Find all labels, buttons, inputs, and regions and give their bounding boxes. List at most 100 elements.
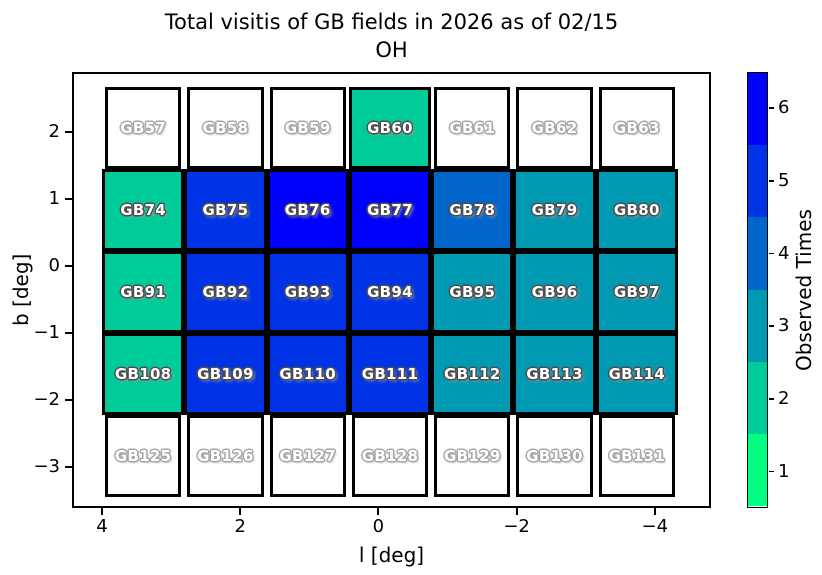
colorbar-tick-label: 1 (778, 460, 790, 482)
field-cell-gb58: GB58 (187, 87, 264, 169)
field-cell-gb125: GB125 (105, 415, 182, 497)
y-tick-mark (65, 399, 72, 401)
field-cell-gb59: GB59 (269, 87, 346, 169)
field-cell-gb110: GB110 (266, 333, 349, 415)
colorbar-tick-mark (769, 325, 774, 328)
field-cell-label: GB76 (284, 201, 331, 219)
field-cell-label: GB61 (449, 119, 496, 137)
field-cell-label: GB59 (284, 119, 331, 137)
field-cell-gb113: GB113 (513, 333, 596, 415)
field-cell-gb91: GB91 (102, 251, 185, 333)
field-cell-label: GB78 (449, 201, 496, 219)
field-cell-label: GB77 (367, 201, 413, 219)
field-cell-gb96: GB96 (513, 251, 596, 333)
field-cell-label: GB112 (444, 365, 501, 383)
field-cell-gb112: GB112 (431, 333, 514, 415)
y-tick-label: 1 (48, 188, 60, 209)
colorbar-tick-mark (769, 252, 774, 255)
field-cell-gb97: GB97 (595, 251, 678, 333)
field-cell-gb94: GB94 (348, 251, 432, 333)
field-cell-gb75: GB75 (184, 169, 267, 251)
y-tick-mark (65, 131, 72, 133)
field-cell-label: GB130 (526, 447, 583, 465)
x-tick-label: 0 (372, 516, 385, 537)
colorbar-tick-label: 5 (778, 170, 790, 191)
field-cell-gb92: GB92 (184, 251, 267, 333)
chart-title-line1: Total visitis of GB fields in 2026 as of… (164, 10, 619, 34)
colorbar-tick-label: 2 (778, 388, 790, 409)
field-cell-gb129: GB129 (434, 415, 511, 497)
y-tick-label: 0 (48, 255, 60, 276)
field-cell-gb80: GB80 (595, 169, 678, 251)
colorbar-tick-label: 4 (778, 242, 790, 264)
field-cell-gb61: GB61 (434, 87, 511, 169)
field-cell-gb74: GB74 (102, 169, 185, 251)
colorbar-label: Observed Times (792, 209, 816, 371)
x-tick-label: −4 (641, 516, 669, 537)
colorbar-tick-label: 6 (778, 97, 790, 119)
field-cell-gb95: GB95 (431, 251, 514, 333)
field-cell-label: GB74 (120, 201, 167, 219)
colorbar-segment-6 (748, 73, 767, 146)
chart-title: Total visitis of GB fields in 2026 as of… (72, 8, 711, 64)
field-cell-label: GB95 (449, 283, 496, 301)
field-cell-label: GB62 (531, 119, 578, 137)
field-cell-gb62: GB62 (516, 87, 593, 169)
plot-area: GB57 GB58 GB59 GB60 GB61 GB62 GB63 GB74 GB75 GB76… (72, 72, 711, 508)
colorbar-tick-mark (769, 470, 774, 473)
colorbar-tick-mark (769, 398, 774, 400)
y-tick-label: −3 (33, 456, 60, 477)
field-cell-label: GB97 (613, 283, 660, 301)
x-tick-label: 4 (96, 516, 108, 537)
field-cell-label: GB63 (613, 119, 660, 137)
field-cell-gb108: GB108 (102, 333, 185, 415)
field-cell-label: GB127 (279, 447, 336, 465)
colorbar-tick-mark (769, 107, 774, 110)
field-cell-label: GB80 (613, 201, 660, 219)
field-cell-label: GB60 (367, 119, 413, 137)
colorbar-segment-3 (748, 289, 767, 363)
y-tick-label: 2 (48, 121, 60, 142)
colorbar-tick-mark (769, 180, 774, 182)
colorbar-segment-5 (748, 145, 767, 218)
field-cell-label: GB57 (120, 119, 167, 137)
y-tick-mark (65, 198, 72, 200)
field-cell-gb57: GB57 (105, 87, 182, 169)
y-tick-label: −2 (33, 389, 60, 410)
field-cell-label: GB109 (197, 365, 254, 383)
field-cell-label: GB128 (361, 447, 419, 465)
field-cell-label: GB126 (197, 447, 254, 465)
field-cell-gb126: GB126 (187, 415, 264, 497)
y-tick-mark (65, 332, 72, 334)
x-tick-mark (653, 508, 656, 515)
colorbar (747, 72, 768, 508)
colorbar-tick-label: 3 (778, 315, 790, 337)
field-cell-label: GB93 (284, 283, 331, 301)
field-cell-gb60: GB60 (348, 87, 432, 169)
x-tick-mark (515, 508, 518, 515)
field-cell-gb130: GB130 (516, 415, 593, 497)
field-cell-label: GB114 (608, 365, 666, 383)
chart-title-line2: OH (375, 38, 408, 62)
colorbar-segment-1 (748, 433, 767, 507)
y-tick-mark (65, 265, 72, 267)
field-cell-label: GB58 (202, 119, 249, 137)
field-cell-label: GB75 (202, 201, 249, 219)
x-tick-mark (101, 508, 103, 515)
field-cell-gb79: GB79 (513, 169, 596, 251)
x-tick-mark (239, 508, 242, 515)
field-cell-gb111: GB111 (348, 333, 432, 415)
field-cell-gb127: GB127 (269, 415, 346, 497)
field-cell-label: GB92 (202, 283, 249, 301)
field-cell-gb63: GB63 (598, 87, 675, 169)
colorbar-segment-2 (748, 361, 767, 435)
field-cell-gb77: GB77 (348, 169, 432, 251)
x-tick-label: 2 (234, 516, 246, 537)
y-tick-mark (65, 466, 72, 468)
field-cell-label: GB111 (361, 365, 419, 383)
field-cell-label: GB113 (526, 365, 583, 383)
field-cell-gb131: GB131 (598, 415, 675, 497)
field-cell-label: GB91 (120, 283, 167, 301)
field-cell-gb109: GB109 (184, 333, 267, 415)
